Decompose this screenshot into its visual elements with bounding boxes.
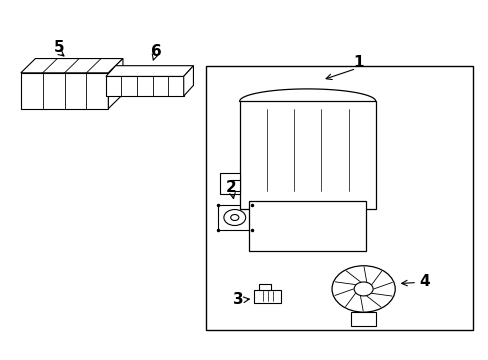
Text: 4: 4 <box>418 274 429 289</box>
Bar <box>239 102 375 208</box>
Bar <box>220 173 239 194</box>
Polygon shape <box>183 66 193 96</box>
Bar <box>106 76 183 96</box>
Bar <box>249 202 366 251</box>
Polygon shape <box>108 59 122 109</box>
Circle shape <box>230 215 238 221</box>
Text: 6: 6 <box>150 44 161 59</box>
Circle shape <box>224 210 245 225</box>
Text: 1: 1 <box>353 55 363 69</box>
Text: 3: 3 <box>232 292 243 307</box>
Polygon shape <box>106 66 193 76</box>
Bar <box>205 66 472 330</box>
Bar <box>21 73 108 109</box>
Bar <box>351 312 375 327</box>
Polygon shape <box>21 59 122 73</box>
Circle shape <box>353 282 372 296</box>
Bar <box>217 205 251 230</box>
Text: 5: 5 <box>53 40 64 55</box>
Text: 2: 2 <box>225 180 236 195</box>
Bar <box>254 290 281 303</box>
Bar <box>259 284 271 290</box>
Circle shape <box>331 266 394 312</box>
